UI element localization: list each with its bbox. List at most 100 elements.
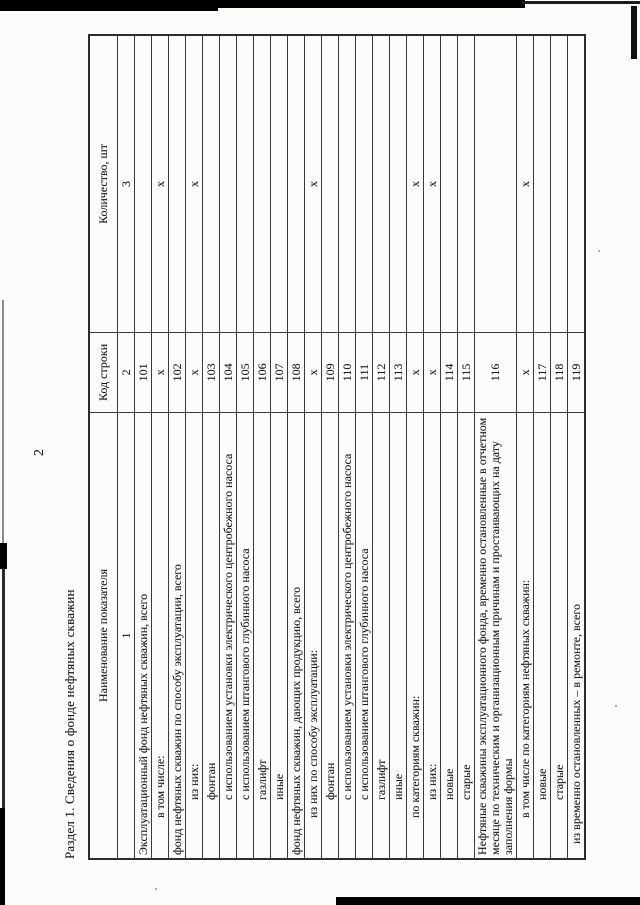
row-quantity xyxy=(219,35,237,333)
table-row: новые 117 xyxy=(533,35,551,859)
row-name: старые xyxy=(457,412,475,859)
row-name: новые xyxy=(533,412,551,859)
well-fund-table-body: Эксплуатационный фонд нефтяных скважин, … xyxy=(134,35,585,859)
row-code: 110 xyxy=(338,332,356,413)
row-code: 113 xyxy=(389,332,407,413)
table-row: фонд нефтяных скважин, дающих продукцию,… xyxy=(287,35,305,859)
scan-speck xyxy=(155,888,157,890)
table-row: с использованием штангового глубинного н… xyxy=(355,35,373,859)
table-row: в том числе: х х xyxy=(151,35,169,859)
row-code: 109 xyxy=(321,332,339,413)
row-quantity xyxy=(270,35,288,333)
table-row: фонтан 109 xyxy=(321,35,339,859)
table-row: газлифт 106 xyxy=(253,35,271,859)
column-number-2: 2 xyxy=(117,332,135,413)
row-code: 106 xyxy=(253,332,271,413)
column-header-code: Код строки xyxy=(89,332,118,413)
row-name: Нефтяные скважины эксплуатационного фонд… xyxy=(474,412,517,859)
table-row: старые 118 xyxy=(550,35,568,859)
row-code: 115 xyxy=(457,332,475,413)
row-quantity xyxy=(168,35,186,333)
row-code: 112 xyxy=(372,332,390,413)
page-number: 2 xyxy=(32,449,47,456)
row-code: х xyxy=(423,332,441,413)
table-row: в том числе по категориям нефтяных скваж… xyxy=(516,35,534,859)
row-quantity: х xyxy=(423,35,441,333)
row-name: с использованием штангового глубинного н… xyxy=(236,412,254,859)
scan-speck xyxy=(615,705,617,707)
row-name: с использованием установки электрическог… xyxy=(338,412,356,859)
table-row: из них по способу эксплуатации: х х xyxy=(304,35,322,859)
row-name: новые xyxy=(440,412,458,859)
column-header-name: Наименование показателя xyxy=(89,412,118,859)
row-quantity: х xyxy=(516,35,534,333)
table-row: новые 114 xyxy=(440,35,458,859)
row-name: из них: xyxy=(185,412,203,859)
row-code: 118 xyxy=(550,332,568,413)
row-name: газлифт xyxy=(372,412,390,859)
row-name: по категориям скважин: xyxy=(406,412,424,859)
row-name: старые xyxy=(550,412,568,859)
row-name: в том числе по категориям нефтяных скваж… xyxy=(516,412,534,859)
column-number-3: 3 xyxy=(117,35,135,333)
row-quantity: х xyxy=(151,35,169,333)
row-code: 105 xyxy=(236,332,254,413)
row-name: Эксплуатационный фонд нефтяных скважин, … xyxy=(134,412,152,859)
table-header-row: Наименование показателя Код строки Колич… xyxy=(89,35,118,859)
row-name: из них по способу эксплуатации: xyxy=(304,412,322,859)
table-row: из них: х х xyxy=(423,35,441,859)
row-quantity xyxy=(567,35,585,333)
row-quantity xyxy=(338,35,356,333)
row-quantity xyxy=(253,35,271,333)
column-numbering-row: 1 2 3 xyxy=(117,35,135,859)
row-name: с использованием установки электрическог… xyxy=(219,412,237,859)
row-code: 102 xyxy=(168,332,186,413)
table-row: иные 107 xyxy=(270,35,288,859)
scan-speck xyxy=(300,640,302,642)
row-code: 101 xyxy=(134,332,152,413)
row-code: х xyxy=(185,332,203,413)
row-quantity: х xyxy=(185,35,203,333)
row-name: газлифт xyxy=(253,412,271,859)
row-code: 111 xyxy=(355,332,373,413)
row-quantity xyxy=(287,35,305,333)
row-quantity xyxy=(474,35,517,333)
row-name: фонд нефтяных скважин по способу эксплуа… xyxy=(168,412,186,859)
row-name: из временно остановленных – в ремонте, в… xyxy=(567,412,585,859)
row-name: с использованием штангового глубинного н… xyxy=(355,412,373,859)
table-row: Эксплуатационный фонд нефтяных скважин, … xyxy=(134,35,152,859)
row-quantity xyxy=(321,35,339,333)
table-row: Нефтяные скважины эксплуатационного фонд… xyxy=(474,35,517,859)
table-row: из них: х х xyxy=(185,35,203,859)
row-code: 103 xyxy=(202,332,220,413)
row-quantity xyxy=(550,35,568,333)
table-row: по категориям скважин: х х xyxy=(406,35,424,859)
row-code: 119 xyxy=(567,332,585,413)
well-fund-table: Наименование показателя Код строки Колич… xyxy=(88,34,586,860)
row-quantity xyxy=(457,35,475,333)
row-name: из них: xyxy=(423,412,441,859)
row-name: фонтан xyxy=(202,412,220,859)
row-code: х xyxy=(151,332,169,413)
column-number-1: 1 xyxy=(117,412,135,859)
table-row: с использованием установки электрическог… xyxy=(338,35,356,859)
row-quantity xyxy=(202,35,220,333)
table-row: старые 115 xyxy=(457,35,475,859)
table-row: иные 113 xyxy=(389,35,407,859)
row-quantity xyxy=(389,35,407,333)
row-quantity: х xyxy=(406,35,424,333)
row-code: х xyxy=(304,332,322,413)
scan-speck xyxy=(598,250,600,252)
row-quantity xyxy=(134,35,152,333)
table-row: с использованием штангового глубинного н… xyxy=(236,35,254,859)
row-code: 114 xyxy=(440,332,458,413)
row-code: 104 xyxy=(219,332,237,413)
row-code: 108 xyxy=(287,332,305,413)
row-name: иные xyxy=(270,412,288,859)
table-row: фонд нефтяных скважин по способу эксплуа… xyxy=(168,35,186,859)
row-name: в том числе: xyxy=(151,412,169,859)
row-code: х xyxy=(406,332,424,413)
table-row: фонтан 103 xyxy=(202,35,220,859)
